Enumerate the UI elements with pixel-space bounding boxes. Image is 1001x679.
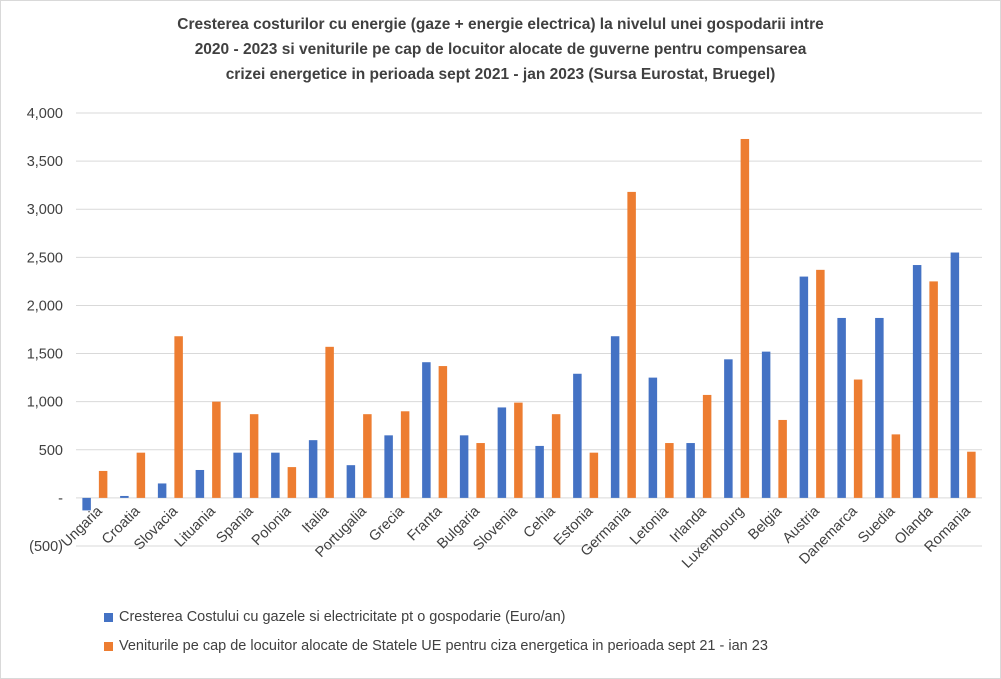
bar-chart: (500) - 500 1,000 1,500 2,000 2,500 3,000 3,500 4… xyxy=(27,106,982,572)
bar-support-letonia xyxy=(665,443,674,498)
x-tick-label: Suedia xyxy=(855,503,899,547)
x-tick-label: Polonia xyxy=(249,503,295,549)
bar-support-bulgaria xyxy=(476,443,485,498)
bar-cost-luxembourg xyxy=(724,359,733,498)
legend-label: Veniturile pe cap de locuitor alocate de… xyxy=(119,638,768,654)
chart-title-line: Cresterea costurilor cu energie (gaze + … xyxy=(177,16,824,33)
chart-title-line: crizei energetice in perioada sept 2021 … xyxy=(225,66,776,83)
y-tick-label: 2,000 xyxy=(27,298,63,314)
legend-swatch-blue xyxy=(104,612,113,622)
chart-title-line: 2020 - 2023 si veniturile pe cap de locu… xyxy=(194,41,807,58)
bar-cost-letonia xyxy=(648,377,658,498)
y-tick-label: (500) xyxy=(29,539,63,555)
legend-label: Cresterea Costului cu gazele si electric… xyxy=(119,609,566,625)
bar-cost-romania xyxy=(950,252,960,498)
y-tick-label: 500 xyxy=(39,443,63,459)
bar-support-estonia xyxy=(589,452,599,498)
bar-cost-slovacia xyxy=(157,483,167,498)
bar-cost-austria xyxy=(799,276,809,498)
y-tick-label: 3,000 xyxy=(27,202,63,218)
y-tick-label: 1,500 xyxy=(27,347,63,363)
bar-cost-danemarca xyxy=(837,317,846,498)
bar-cost-estonia xyxy=(573,373,582,498)
y-tick-label: - xyxy=(58,491,63,507)
bar-support-spania xyxy=(249,414,259,498)
bar-support-belgia xyxy=(778,419,787,498)
bar-support-lituania xyxy=(212,401,221,498)
bar-support-croatia xyxy=(136,452,146,498)
bar-support-irlanda xyxy=(702,394,712,498)
bar-support-polonia xyxy=(287,467,297,498)
y-tick-label: 2,500 xyxy=(27,250,63,266)
bar-cost-belgia xyxy=(761,351,771,498)
bar-cost-italia xyxy=(308,440,318,498)
bar-cost-spania xyxy=(233,452,242,498)
bar-support-cehia xyxy=(551,414,561,498)
bar-cost-croatia xyxy=(120,495,129,498)
bar-support-olanda xyxy=(929,281,938,498)
x-tick-label: Lituania xyxy=(172,503,220,551)
x-axis-tick-labels: UngariaCroatiaSlovaciaLituaniaSpaniaPolo… xyxy=(58,503,974,572)
legend-item-cost: Cresterea Costului cu gazele si electric… xyxy=(104,607,768,627)
bar-support-luxembourg xyxy=(740,138,750,498)
bar-support-germania xyxy=(627,191,636,498)
y-tick-label: 3,500 xyxy=(27,154,63,170)
bar-cost-bulgaria xyxy=(459,435,469,498)
bar-support-suedia xyxy=(891,434,901,498)
bar-cost-franta xyxy=(422,362,431,498)
bar-cost-portugalia xyxy=(346,465,356,498)
bar-cost-irlanda xyxy=(686,443,695,498)
bar-support-grecia xyxy=(400,411,410,498)
legend: Cresterea Costului cu gazele si electric… xyxy=(104,607,768,665)
bar-cost-ungaria xyxy=(82,497,91,511)
bar-cost-grecia xyxy=(384,435,393,498)
x-tick-label: Grecia xyxy=(366,503,408,545)
y-tick-label: 1,000 xyxy=(27,395,63,411)
bar-cost-cehia xyxy=(535,445,544,498)
bar-cost-olanda xyxy=(912,265,922,498)
bar-support-austria xyxy=(816,269,825,498)
bar-support-ungaria xyxy=(98,470,108,498)
x-tick-label: Belgia xyxy=(745,503,785,543)
chart-title: Cresterea costurilor cu energie (gaze + … xyxy=(0,12,1001,87)
gridlines xyxy=(76,112,982,547)
bar-cost-suedia xyxy=(875,317,884,498)
bar-cost-lituania xyxy=(195,469,205,498)
legend-swatch-orange xyxy=(104,641,113,651)
bar-cost-slovenia xyxy=(497,407,507,498)
bar-support-slovenia xyxy=(514,402,523,498)
bar-support-franta xyxy=(438,366,448,498)
bar-support-italia xyxy=(325,346,334,498)
y-tick-label: 4,000 xyxy=(27,106,63,122)
bar-support-danemarca xyxy=(853,379,863,498)
bar-cost-polonia xyxy=(271,452,280,498)
bar-support-portugalia xyxy=(363,414,372,498)
x-tick-label: Italia xyxy=(299,503,333,537)
bar-cost-germania xyxy=(610,336,620,498)
bar-support-romania xyxy=(967,451,976,498)
bar-support-slovacia xyxy=(174,336,183,498)
x-tick-label: Letonia xyxy=(627,503,673,549)
legend-item-support: Veniturile pe cap de locuitor alocate de… xyxy=(104,636,768,656)
bars xyxy=(82,138,976,511)
y-axis-tick-labels: (500) - 500 1,000 1,500 2,000 2,500 3,000 3,500 4… xyxy=(27,106,63,555)
